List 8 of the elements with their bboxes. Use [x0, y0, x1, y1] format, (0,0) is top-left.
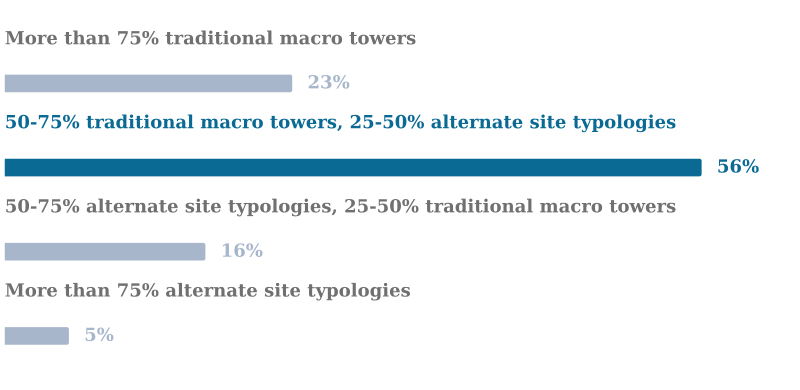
- y-tick-label: More than 75% alternate site typologies: [6, 282, 410, 301]
- y-tick-label: 50-75% traditional macro towers, 25-50% alternate site typologies: [6, 114, 676, 132]
- data-label: 5%: [86, 327, 114, 342]
- y-tick-label: 50-75% alternate site typologies, 25-50% traditional macro towers: [6, 198, 676, 216]
- data-label: 16%: [222, 243, 263, 257]
- y-tick-label: More than 75% traditional macro towers: [6, 30, 416, 45]
- data-label: 56%: [718, 159, 759, 173]
- data-label: 23%: [308, 74, 350, 89]
